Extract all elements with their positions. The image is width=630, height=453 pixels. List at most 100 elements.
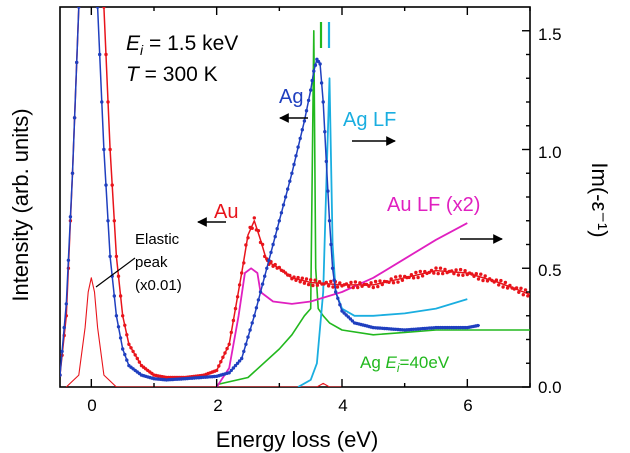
data-point-au	[514, 286, 519, 290]
data-point-au	[311, 283, 315, 288]
data-point-ag	[277, 219, 281, 223]
data-point-ag	[100, 100, 104, 104]
data-point-au	[391, 281, 396, 285]
data-point-ag	[250, 321, 254, 325]
data-point-au	[326, 284, 331, 288]
data-point-au	[400, 278, 405, 282]
data-point-au	[436, 271, 440, 276]
ag-40ev-label: Ag Ei=40eV	[360, 353, 450, 375]
data-point-au	[443, 267, 447, 272]
data-point-au	[231, 318, 236, 323]
data-point-ag	[242, 349, 246, 354]
series-line-au-lf-x2	[215, 222, 468, 387]
data-point-au	[225, 346, 229, 351]
data-point-ag	[476, 323, 480, 328]
data-point-au	[133, 353, 137, 357]
data-point-ag	[316, 59, 321, 64]
data-point-au	[378, 279, 382, 283]
data-point-ag	[258, 290, 263, 294]
data-point-au	[296, 275, 300, 280]
data-point-ag	[323, 130, 327, 134]
data-point-au	[223, 351, 227, 355]
data-point-au	[463, 269, 467, 273]
data-point-ag	[332, 278, 336, 282]
data-point-au	[389, 277, 393, 281]
data-point-ag	[326, 189, 330, 193]
data-point-ag	[235, 361, 240, 365]
data-point-au	[116, 274, 121, 278]
data-point-au	[123, 323, 127, 327]
data-point-au	[112, 219, 117, 223]
data-point-au	[250, 226, 254, 230]
data-point-ag	[306, 98, 311, 103]
data-point-ag	[244, 342, 248, 346]
data-point-au	[519, 286, 523, 290]
data-point-ag	[283, 195, 288, 199]
data-point-ag	[68, 215, 73, 219]
data-point-au	[118, 294, 123, 298]
data-point-au	[353, 280, 358, 284]
data-point-ag	[75, 60, 79, 65]
data-point-ag	[62, 325, 66, 330]
series-line-elastic-peak-x0-01	[65, 277, 342, 387]
x-tick-label-4: 4	[338, 396, 347, 415]
data-point-au	[481, 278, 485, 283]
data-point-ag	[334, 290, 338, 294]
data-point-ag	[240, 356, 244, 361]
data-point-ag	[64, 302, 69, 306]
data-point-au	[219, 360, 223, 364]
data-point-au	[356, 285, 360, 290]
data-point-au	[298, 280, 302, 284]
data-point-ag	[292, 162, 296, 167]
data-point-au	[503, 280, 508, 285]
data-point-ag	[312, 69, 316, 73]
data-point-ag	[77, 7, 81, 9]
data-point-au	[329, 279, 333, 284]
data-point-au	[315, 283, 320, 287]
x-axis-title: Energy loss (eV)	[216, 427, 379, 452]
data-point-au	[387, 280, 391, 284]
data-point-ag	[300, 128, 304, 132]
data-point-au	[110, 183, 114, 187]
data-point-ag	[121, 347, 125, 351]
data-point-au	[367, 284, 371, 288]
data-point-ag	[114, 314, 119, 318]
data-point-au	[485, 279, 490, 283]
data-point-au	[472, 274, 476, 278]
data-point-au	[227, 342, 231, 346]
data-point-au	[338, 281, 342, 285]
data-point-au	[380, 282, 384, 287]
ag-lf-label: Ag LF	[343, 109, 396, 131]
data-point-ag	[298, 136, 302, 141]
series-line-ag	[60, 7, 481, 381]
data-point-ag	[275, 227, 279, 231]
data-point-au	[476, 277, 481, 281]
elastic-label-line-1: Elastic	[135, 231, 180, 248]
data-point-ag	[281, 203, 286, 207]
data-point-au	[221, 355, 225, 359]
data-point-ag	[263, 274, 267, 278]
data-point-ag	[231, 366, 236, 370]
data-point-ag	[95, 7, 100, 9]
ag-label: Ag	[279, 86, 303, 108]
data-point-au	[396, 280, 400, 284]
data-point-au	[523, 288, 528, 292]
data-point-au	[106, 100, 110, 104]
data-point-au	[501, 285, 505, 289]
data-point-ag	[267, 258, 271, 262]
series-line-au	[60, 7, 530, 379]
data-point-au	[217, 364, 221, 368]
data-point-ag	[286, 187, 290, 191]
data-point-au	[256, 229, 261, 233]
data-point-au	[273, 262, 277, 267]
data-point-au	[526, 294, 530, 298]
data-point-au	[349, 280, 353, 285]
au-label: Au	[214, 201, 238, 223]
data-point-au	[434, 266, 438, 270]
data-point-au	[260, 242, 265, 247]
data-point-au	[235, 295, 240, 299]
data-point-ag	[116, 325, 121, 329]
elastic-label-line-3: (x0.01)	[135, 277, 182, 294]
data-point-ag	[60, 373, 62, 377]
data-point-ag	[260, 282, 265, 286]
